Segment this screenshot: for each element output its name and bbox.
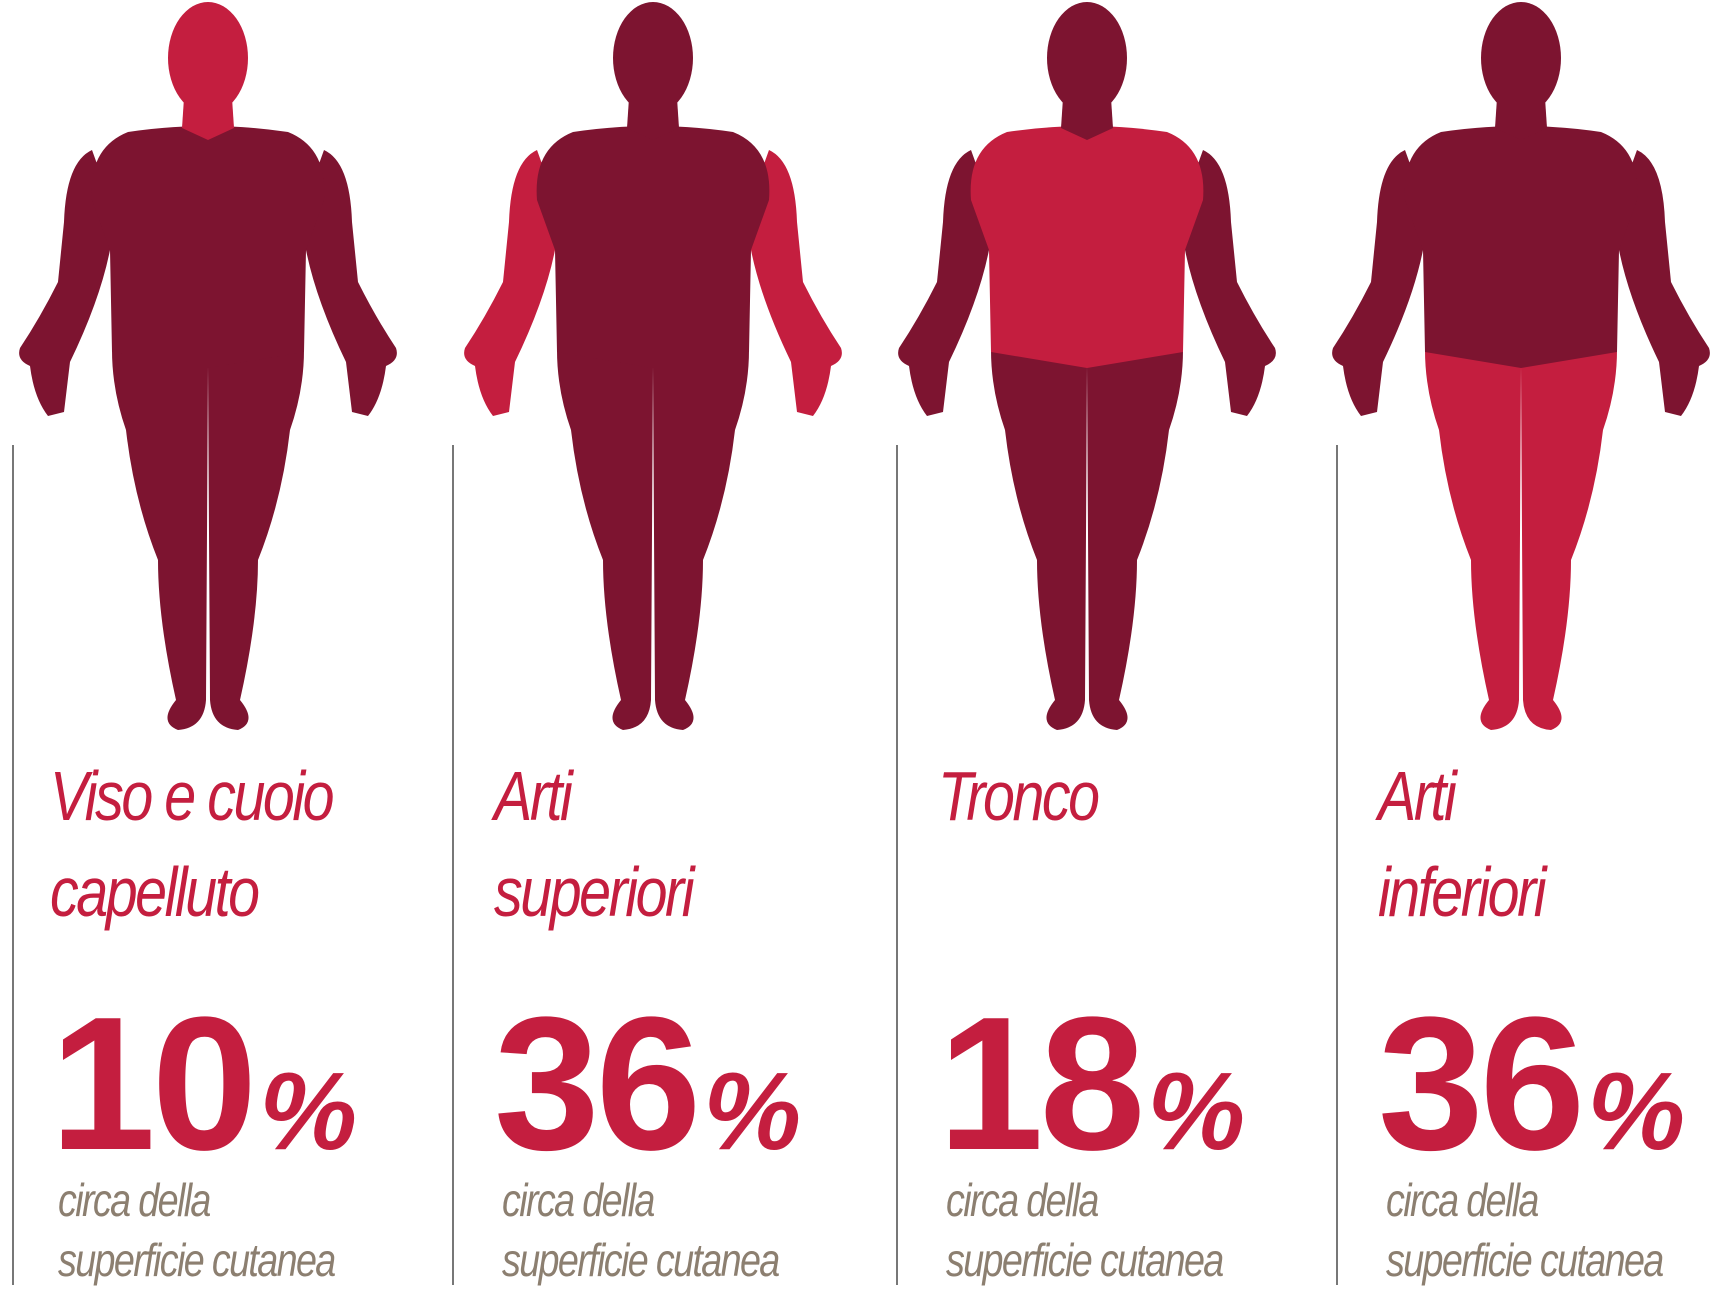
percentage-unit: % <box>1147 1050 1245 1173</box>
label-line: Arti <box>494 748 692 844</box>
caption-line: superficie cutanea <box>946 1230 1223 1290</box>
label-line: Arti <box>1378 748 1544 844</box>
percentage: 36% <box>494 975 801 1193</box>
percentage: 10% <box>50 975 357 1193</box>
infographic: Viso e cuoiocapelluto10%circa dellasuper… <box>0 0 1721 1299</box>
percentage-unit: % <box>703 1050 801 1173</box>
label-line: superiori <box>494 844 692 940</box>
percentage: 18% <box>938 975 1245 1193</box>
percentage-unit: % <box>259 1050 357 1173</box>
caption-line: circa della <box>1386 1170 1663 1230</box>
percentage-number: 36 <box>494 978 697 1190</box>
caption-line: superficie cutanea <box>502 1230 779 1290</box>
panel-label: Tronco <box>938 748 1098 844</box>
percentage-unit: % <box>1587 1050 1685 1173</box>
percentage: 36% <box>1378 975 1685 1193</box>
percentage-number: 36 <box>1378 978 1581 1190</box>
caption-line: circa della <box>946 1170 1223 1230</box>
label-line: Tronco <box>938 748 1098 844</box>
label-line: capelluto <box>50 844 332 940</box>
caption-line: circa della <box>58 1170 335 1230</box>
label-line: Viso e cuoio <box>50 748 332 844</box>
caption-line: superficie cutanea <box>58 1230 335 1290</box>
caption-line: circa della <box>502 1170 779 1230</box>
label-line: inferiori <box>1378 844 1544 940</box>
percentage-number: 10 <box>50 978 253 1190</box>
percentage-number: 18 <box>938 978 1141 1190</box>
caption-line: superficie cutanea <box>1386 1230 1663 1290</box>
